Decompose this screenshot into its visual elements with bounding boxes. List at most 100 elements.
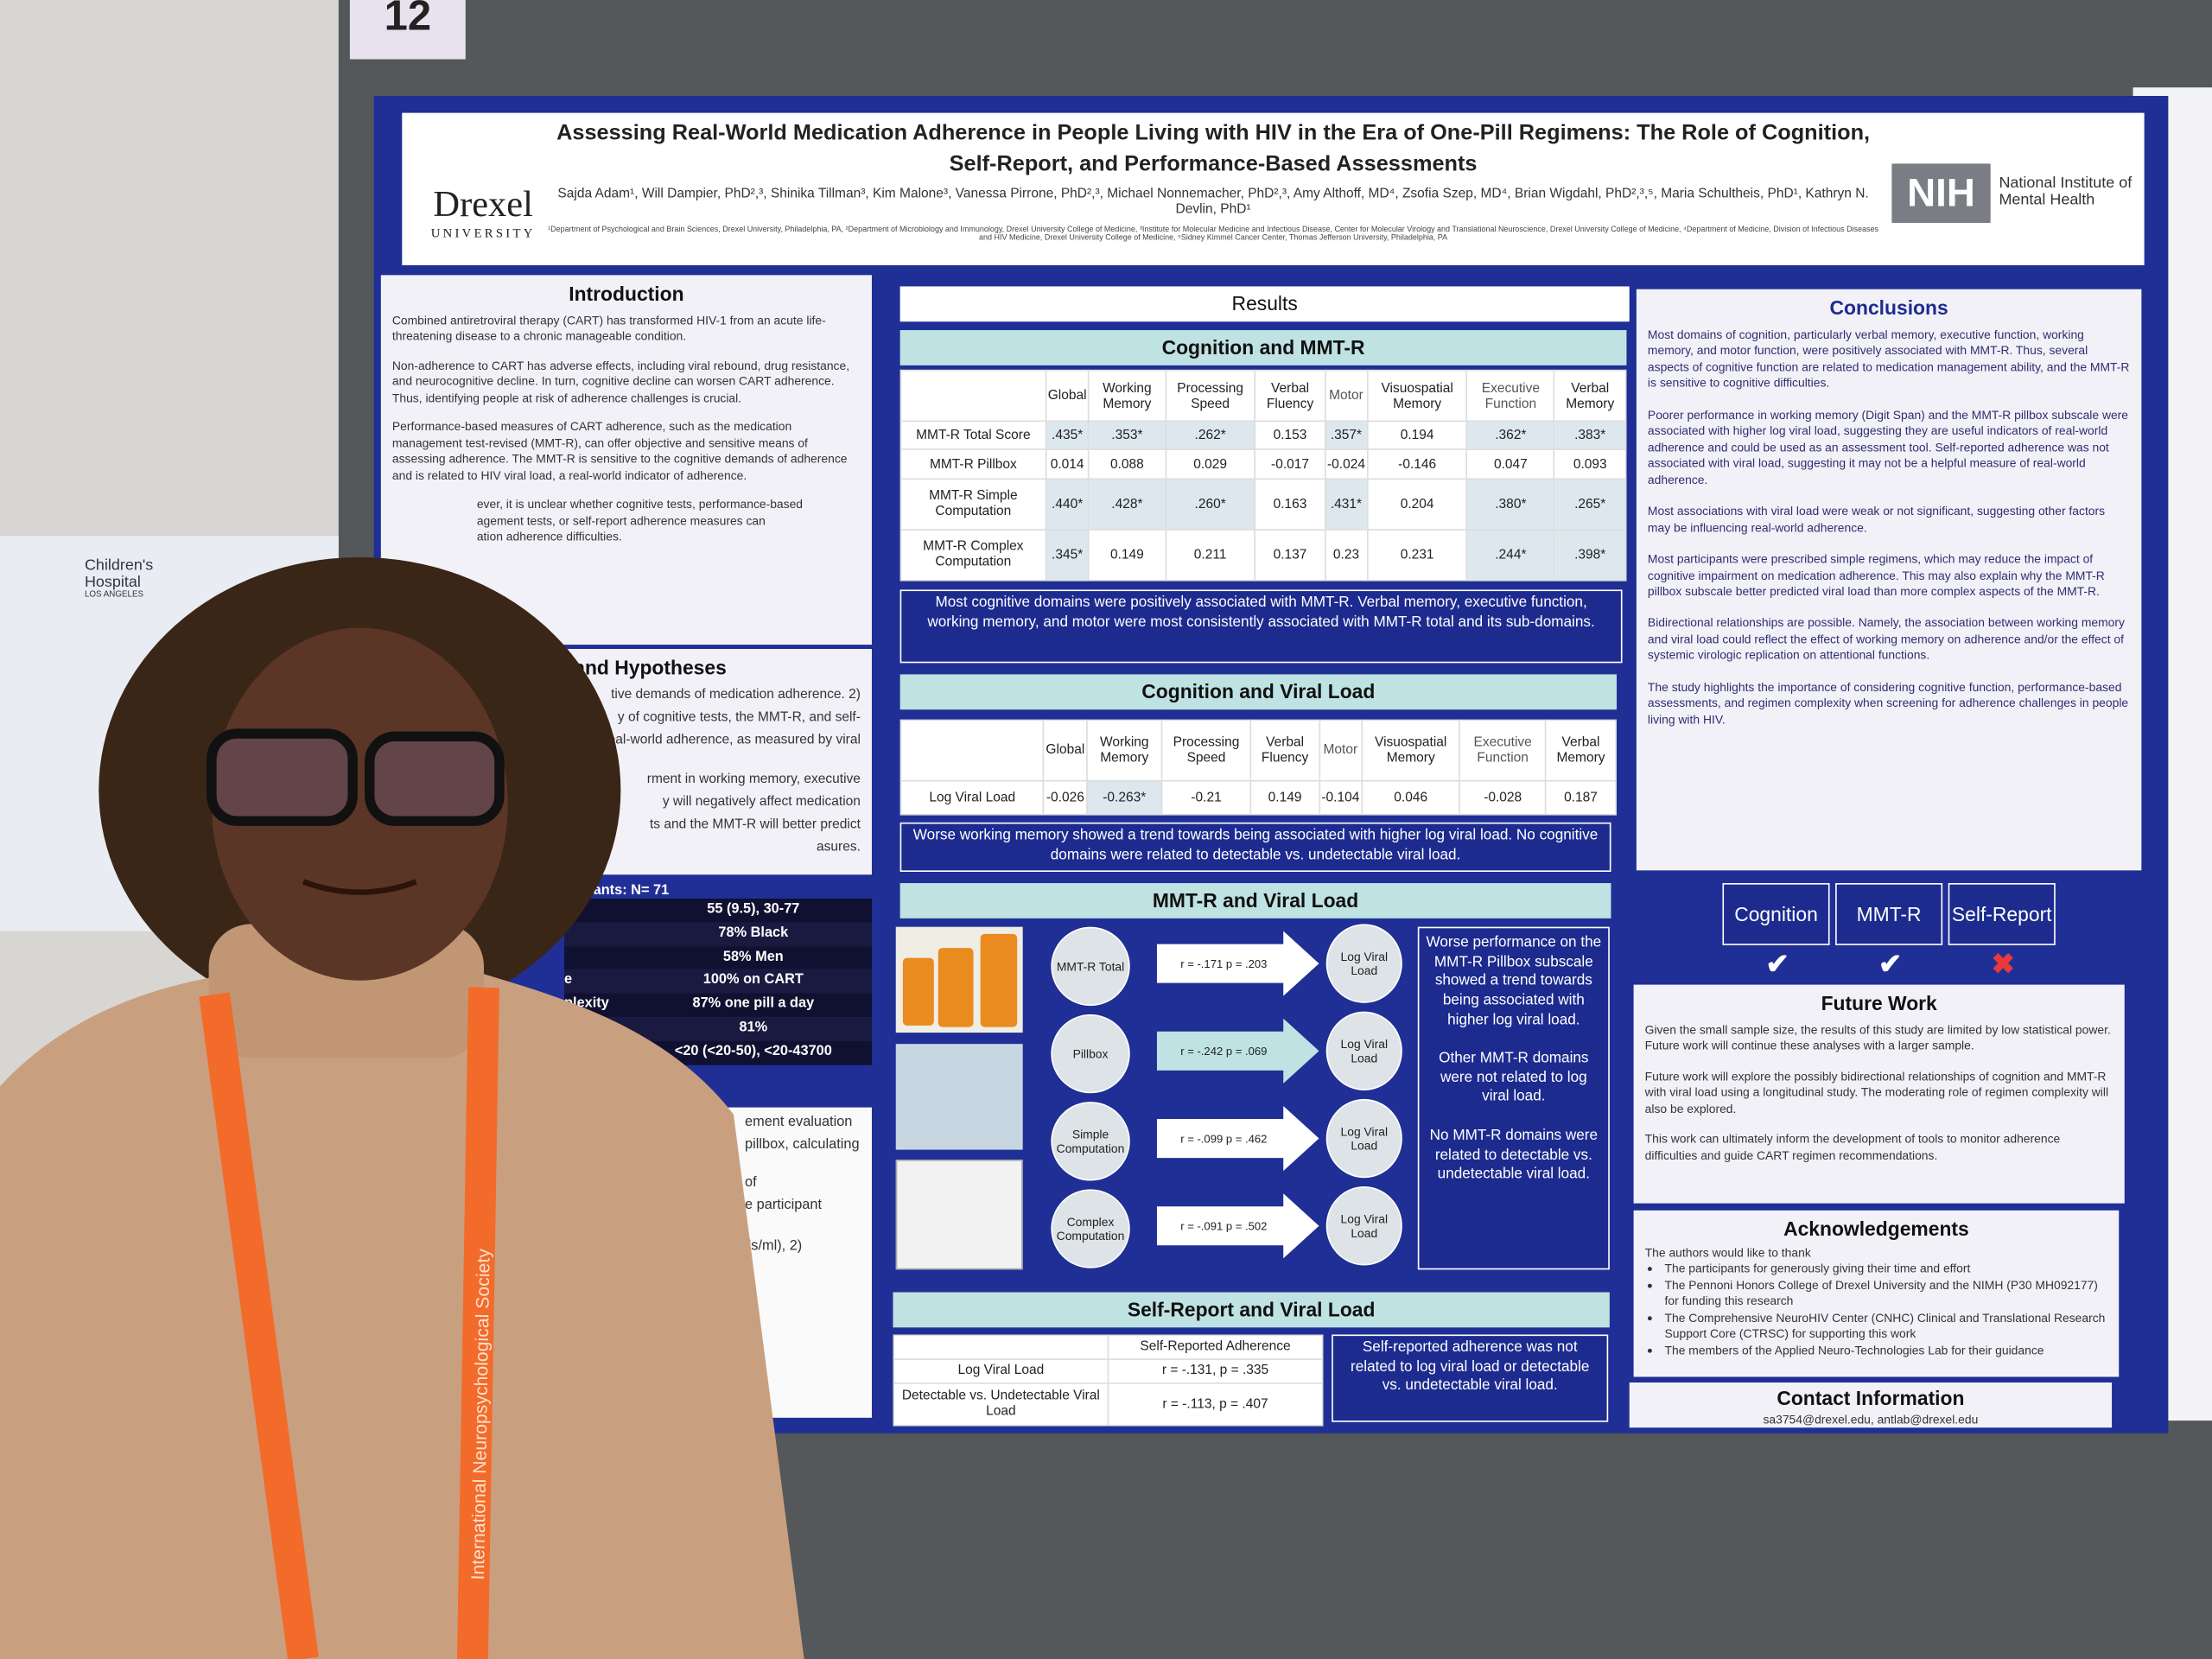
heading: Future Work <box>1821 991 1937 1014</box>
paragraph: Bidirectional relationships are possible… <box>1647 615 2125 663</box>
cell: -0.104 <box>1319 779 1363 816</box>
results-heading: Results <box>899 286 1630 322</box>
text-fragment: ation adherence difficulties. <box>476 529 622 543</box>
cell: .260* <box>1164 477 1256 531</box>
badge: Self-Report <box>1948 883 2056 945</box>
paragraph: Combined antiretroviral therapy (CART) h… <box>391 313 826 344</box>
section-bar: Cognition and Viral Load <box>899 674 1618 710</box>
cell: .431* <box>1324 477 1369 531</box>
section-bar: Self-Report and Viral Load <box>893 1292 1610 1328</box>
column-header: Verbal Fluency <box>1249 719 1320 782</box>
corner-cell <box>893 1334 1109 1360</box>
note: Most cognitive domains were positively a… <box>899 589 1623 664</box>
table-row: Log Viral Load r = -.131, p = .335 <box>893 1358 1324 1384</box>
row-value: <20 (<20-50), <20-43700 <box>674 1043 832 1059</box>
note: Worse performance on the MMT-R Pillbox s… <box>1417 926 1610 1270</box>
check-mark: ✔ <box>1878 950 1903 980</box>
column-header: Verbal Fluency <box>1254 369 1326 423</box>
row-label: MMT-R Pillbox <box>899 448 1047 480</box>
paragraph: Most associations with viral load were w… <box>1647 504 2106 535</box>
smile <box>302 879 417 895</box>
paragraph: Most participants were prescribed simple… <box>1647 551 2105 599</box>
table-wrap: Global Working Memory Processing Speed Verb… <box>899 369 1627 582</box>
paragraph: Performance-based measures of CART adher… <box>391 419 848 482</box>
cell: 0.153 <box>1254 420 1326 451</box>
text-fragment: ts and the MMT-R will better predict <box>649 817 861 833</box>
text-fragment: agement tests, or self-report adherence … <box>476 512 766 527</box>
row-label: MMT-R Complex Computation <box>899 528 1047 582</box>
flow-diagram: MMT-R Total r = -.171 p = .203 Log Viral L… <box>1044 919 1410 1279</box>
heading: Acknowledgements <box>1783 1217 1969 1241</box>
column-header: Motor <box>1319 719 1363 782</box>
contact: Contact Information sa3754@drexel.edu, an… <box>1629 1382 2113 1428</box>
cell: 0.149 <box>1249 779 1320 816</box>
node: Pillbox <box>1051 1014 1130 1094</box>
list-item: The Comprehensive NeuroHIV Center (CNHC)… <box>1665 1310 2108 1342</box>
sweater <box>0 970 804 1659</box>
paragraph: Worse performance on the MMT-R Pillbox s… <box>1426 933 1602 1028</box>
cell: .440* <box>1045 477 1090 531</box>
participant-row: 55 (9.5), 30-77 <box>564 898 872 923</box>
node: Log Viral Load <box>1325 1186 1402 1266</box>
cell: 0.047 <box>1466 448 1555 480</box>
text-fragment: rment in working memory, executive <box>646 772 861 788</box>
poster-header: Drexel UNIVERSITY Assessing Real-World Me… <box>402 112 2145 265</box>
node: Complex Computation <box>1051 1189 1130 1268</box>
badge: MMT-R <box>1835 883 1943 945</box>
table-row: Detectable vs. Undetectable Viral Load r … <box>893 1382 1324 1427</box>
text-fragment: e participant <box>745 1197 822 1213</box>
paragraph: No MMT-R domains were related to detecta… <box>1429 1127 1599 1183</box>
paragraph: Future work will explore the possibly bi… <box>1644 1069 2109 1116</box>
cell: 0.088 <box>1088 448 1166 480</box>
cell: .398* <box>1554 528 1627 582</box>
column-header: Executive Function <box>1459 719 1547 782</box>
form-photo <box>895 1160 1023 1270</box>
cell: 0.187 <box>1544 779 1618 816</box>
corner-cell <box>899 369 1047 423</box>
table-wrap: Global Working Memory Processing Speed Verb… <box>899 719 1618 816</box>
row-value: 55 (9.5), 30-77 <box>707 901 800 918</box>
glasses <box>365 731 505 826</box>
text-fragment: asures. <box>817 839 861 855</box>
list-item: The Pennoni Honors College of Drexel Uni… <box>1665 1278 2108 1310</box>
future-work: Future Work Given the small sample size, … <box>1633 984 2125 1204</box>
cell: 0.194 <box>1366 420 1468 451</box>
node: MMT-R Total <box>1051 926 1130 1007</box>
heading: Contact Information <box>1777 1386 1965 1410</box>
cell: 0.23 <box>1324 528 1369 582</box>
paragraph: Given the small sample size, the results… <box>1644 1022 2111 1053</box>
cell: -0.024 <box>1324 448 1369 480</box>
face <box>211 627 508 981</box>
note: Worse working memory showed a trend towa… <box>899 822 1611 872</box>
cell: 0.231 <box>1366 528 1468 582</box>
nih-logo: NIH <box>1891 163 1991 223</box>
text-fragment: ever, it is unclear whether cognitive te… <box>476 496 804 512</box>
participant-row: plexity 87% one pill a day <box>564 993 872 1018</box>
glasses <box>207 728 358 826</box>
cell: -0.263* <box>1085 779 1163 816</box>
paragraph: Other MMT-R domains were not related to … <box>1439 1050 1589 1106</box>
cell: -0.21 <box>1160 779 1252 816</box>
column-header: Working Memory <box>1088 369 1166 423</box>
cell: .357* <box>1324 420 1369 451</box>
text-fragment: lls/ml), 2) <box>745 1238 803 1255</box>
pill-bottles-photo <box>895 926 1023 1033</box>
check-mark: ✖ <box>1991 950 2016 980</box>
logo: Drexel UNIVERSITY <box>416 183 550 239</box>
cell: -0.017 <box>1254 448 1326 480</box>
column-header: Working Memory <box>1085 719 1163 782</box>
row-value: 87% one pill a day <box>692 995 815 1012</box>
cell: .244* <box>1466 528 1555 582</box>
paragraph: The study highlights the importance of c… <box>1647 679 2129 727</box>
cell: 0.014 <box>1045 448 1090 480</box>
table-row: MMT-R Pillbox 0.014 0.088 0.029 -0.017 -0.024… <box>899 448 1627 480</box>
list-item: The participants for generously giving t… <box>1665 1262 2108 1278</box>
column-header: Global <box>1043 719 1088 782</box>
column-header: Self-Reported Adherence <box>1107 1334 1324 1360</box>
section-bar: MMT-R and Viral Load <box>899 883 1611 918</box>
cell: .345* <box>1045 528 1090 582</box>
badge: Cognition <box>1722 883 1830 945</box>
